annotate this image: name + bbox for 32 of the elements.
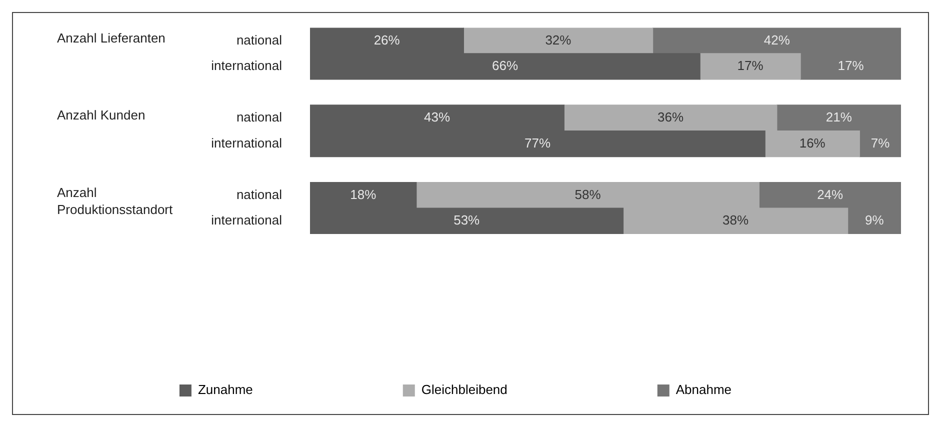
data-label: 26%: [374, 32, 400, 48]
data-label: 18%: [350, 186, 377, 202]
data-label: 38%: [722, 212, 749, 228]
legend-label: Gleichbleibend: [421, 382, 508, 398]
data-label: 53%: [454, 212, 480, 228]
data-label: 17%: [737, 58, 764, 74]
y-tick-label: international: [211, 135, 282, 150]
y-tick-label: international: [211, 58, 282, 74]
data-label: 17%: [838, 58, 864, 74]
data-label: 66%: [492, 58, 518, 74]
data-label: 42%: [764, 32, 790, 48]
data-label: 21%: [826, 110, 852, 125]
text: Anzahl Produktionsstandort: [57, 184, 174, 217]
y-tick-label: international: [211, 212, 282, 228]
y-tick-label: national: [236, 32, 282, 48]
data-label: 32%: [545, 32, 572, 48]
text: Anzahl Lieferanten: [57, 30, 166, 46]
data-label: 36%: [657, 110, 684, 125]
legend-label: Abnahme: [676, 382, 732, 398]
data-label: 24%: [817, 186, 844, 202]
data-label: 9%: [865, 212, 884, 228]
data-label: 43%: [424, 110, 451, 125]
legend-label: Zunahme: [198, 382, 253, 398]
data-label: 7%: [870, 135, 890, 150]
data-label: 16%: [799, 135, 826, 150]
bar: [700, 53, 801, 80]
y-tick-label: national: [236, 186, 282, 202]
y-tick-label: national: [236, 110, 282, 125]
text: Anzahl Kunden: [57, 108, 146, 123]
data-label: 77%: [524, 135, 551, 150]
bar: [463, 28, 654, 54]
data-label: 58%: [574, 186, 602, 202]
